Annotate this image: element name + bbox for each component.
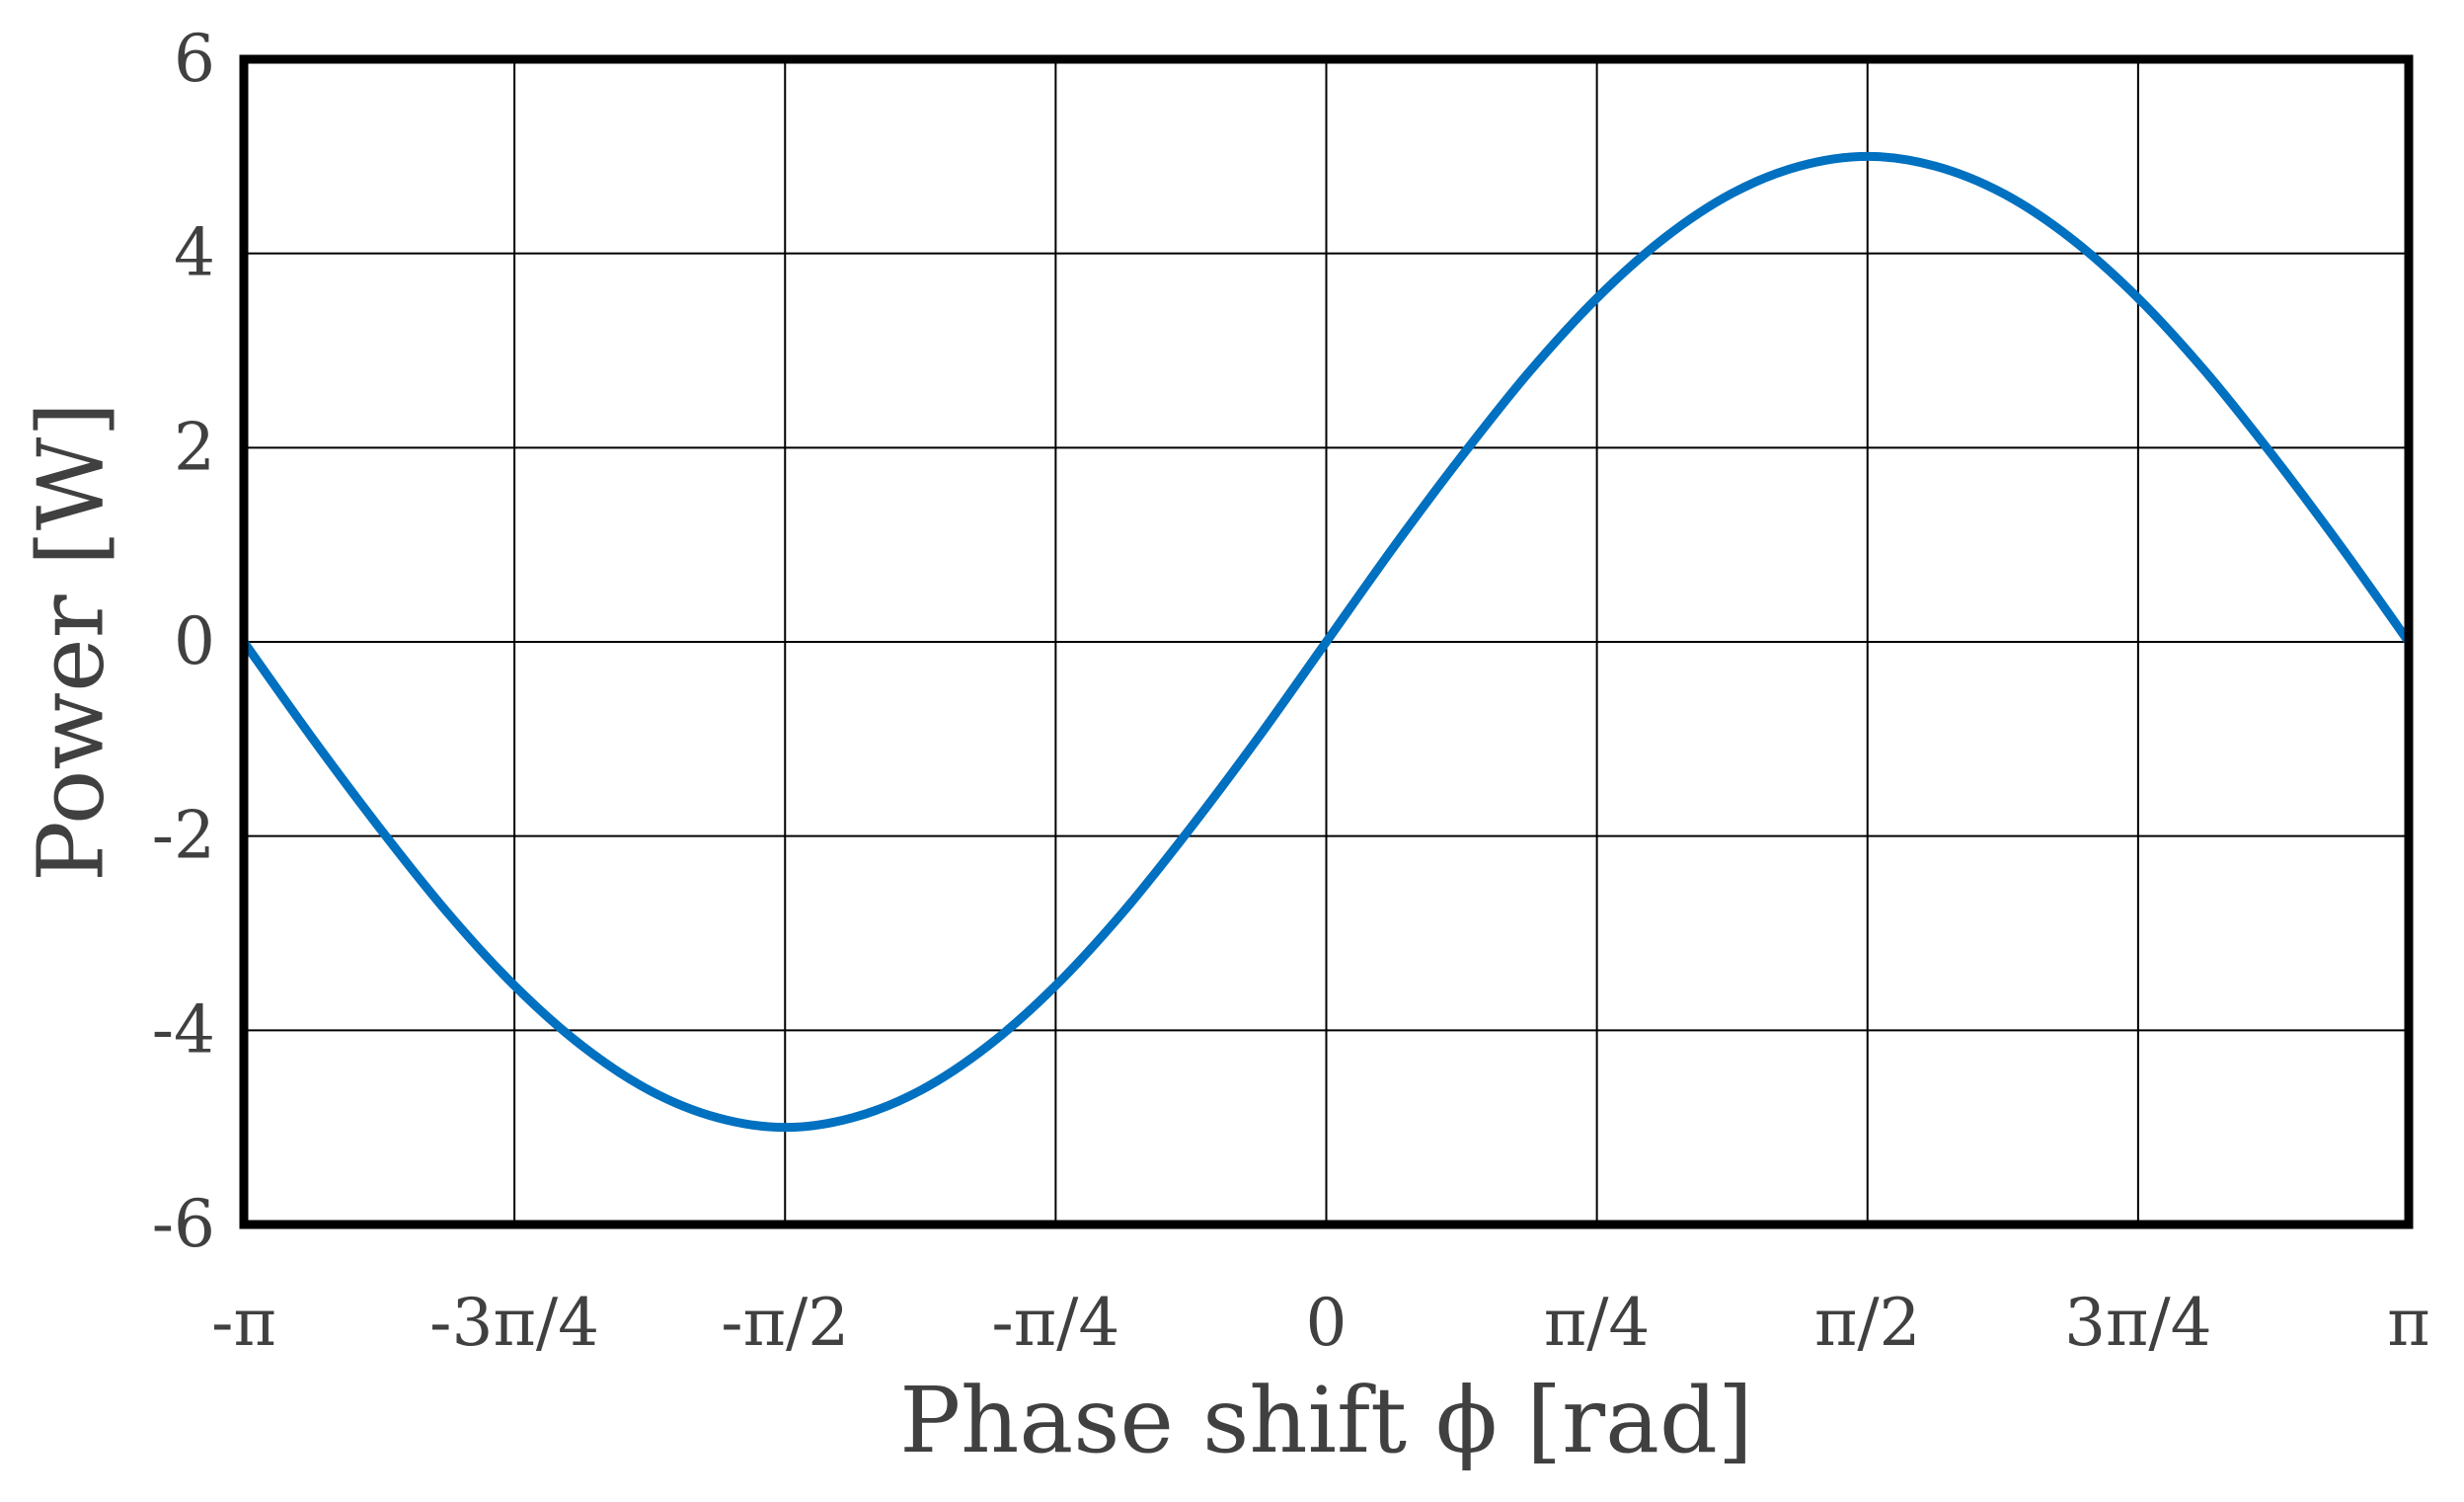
x-tick-label: -π/2 <box>721 1285 849 1361</box>
y-tick-labels: 6 4 2 0 -2 -4 -6 <box>152 21 215 1262</box>
y-tick-label: -2 <box>152 798 215 874</box>
series-line <box>239 151 2414 1133</box>
x-tick-label: π/4 <box>1544 1285 1651 1361</box>
x-tick-label: -π/4 <box>991 1285 1119 1361</box>
y-tick-label: 6 <box>174 21 215 97</box>
x-tick-label: π <box>2387 1285 2429 1361</box>
y-tick-label: -4 <box>152 991 215 1067</box>
plot-frame <box>239 54 2414 1229</box>
y-axis-title: Power [W] <box>19 402 124 882</box>
series-layer <box>239 151 2414 1133</box>
x-tick-label: π/2 <box>1814 1285 1921 1361</box>
y-tick-label: 4 <box>174 215 215 291</box>
y-tick-label: -6 <box>152 1186 215 1262</box>
x-tick-label: -3π/4 <box>429 1285 599 1361</box>
y-tick-label: 0 <box>174 603 215 679</box>
y-tick-label: 2 <box>174 409 215 485</box>
x-tick-label: 3π/4 <box>2064 1285 2212 1361</box>
x-tick-label: -π <box>211 1285 276 1361</box>
x-axis-title: Phase shift ϕ [rad] <box>899 1368 1753 1473</box>
x-tick-labels: -π -3π/4 -π/2 -π/4 0 π/4 π/2 3π/4 π <box>211 1285 2430 1361</box>
x-tick-label: 0 <box>1306 1285 1348 1361</box>
